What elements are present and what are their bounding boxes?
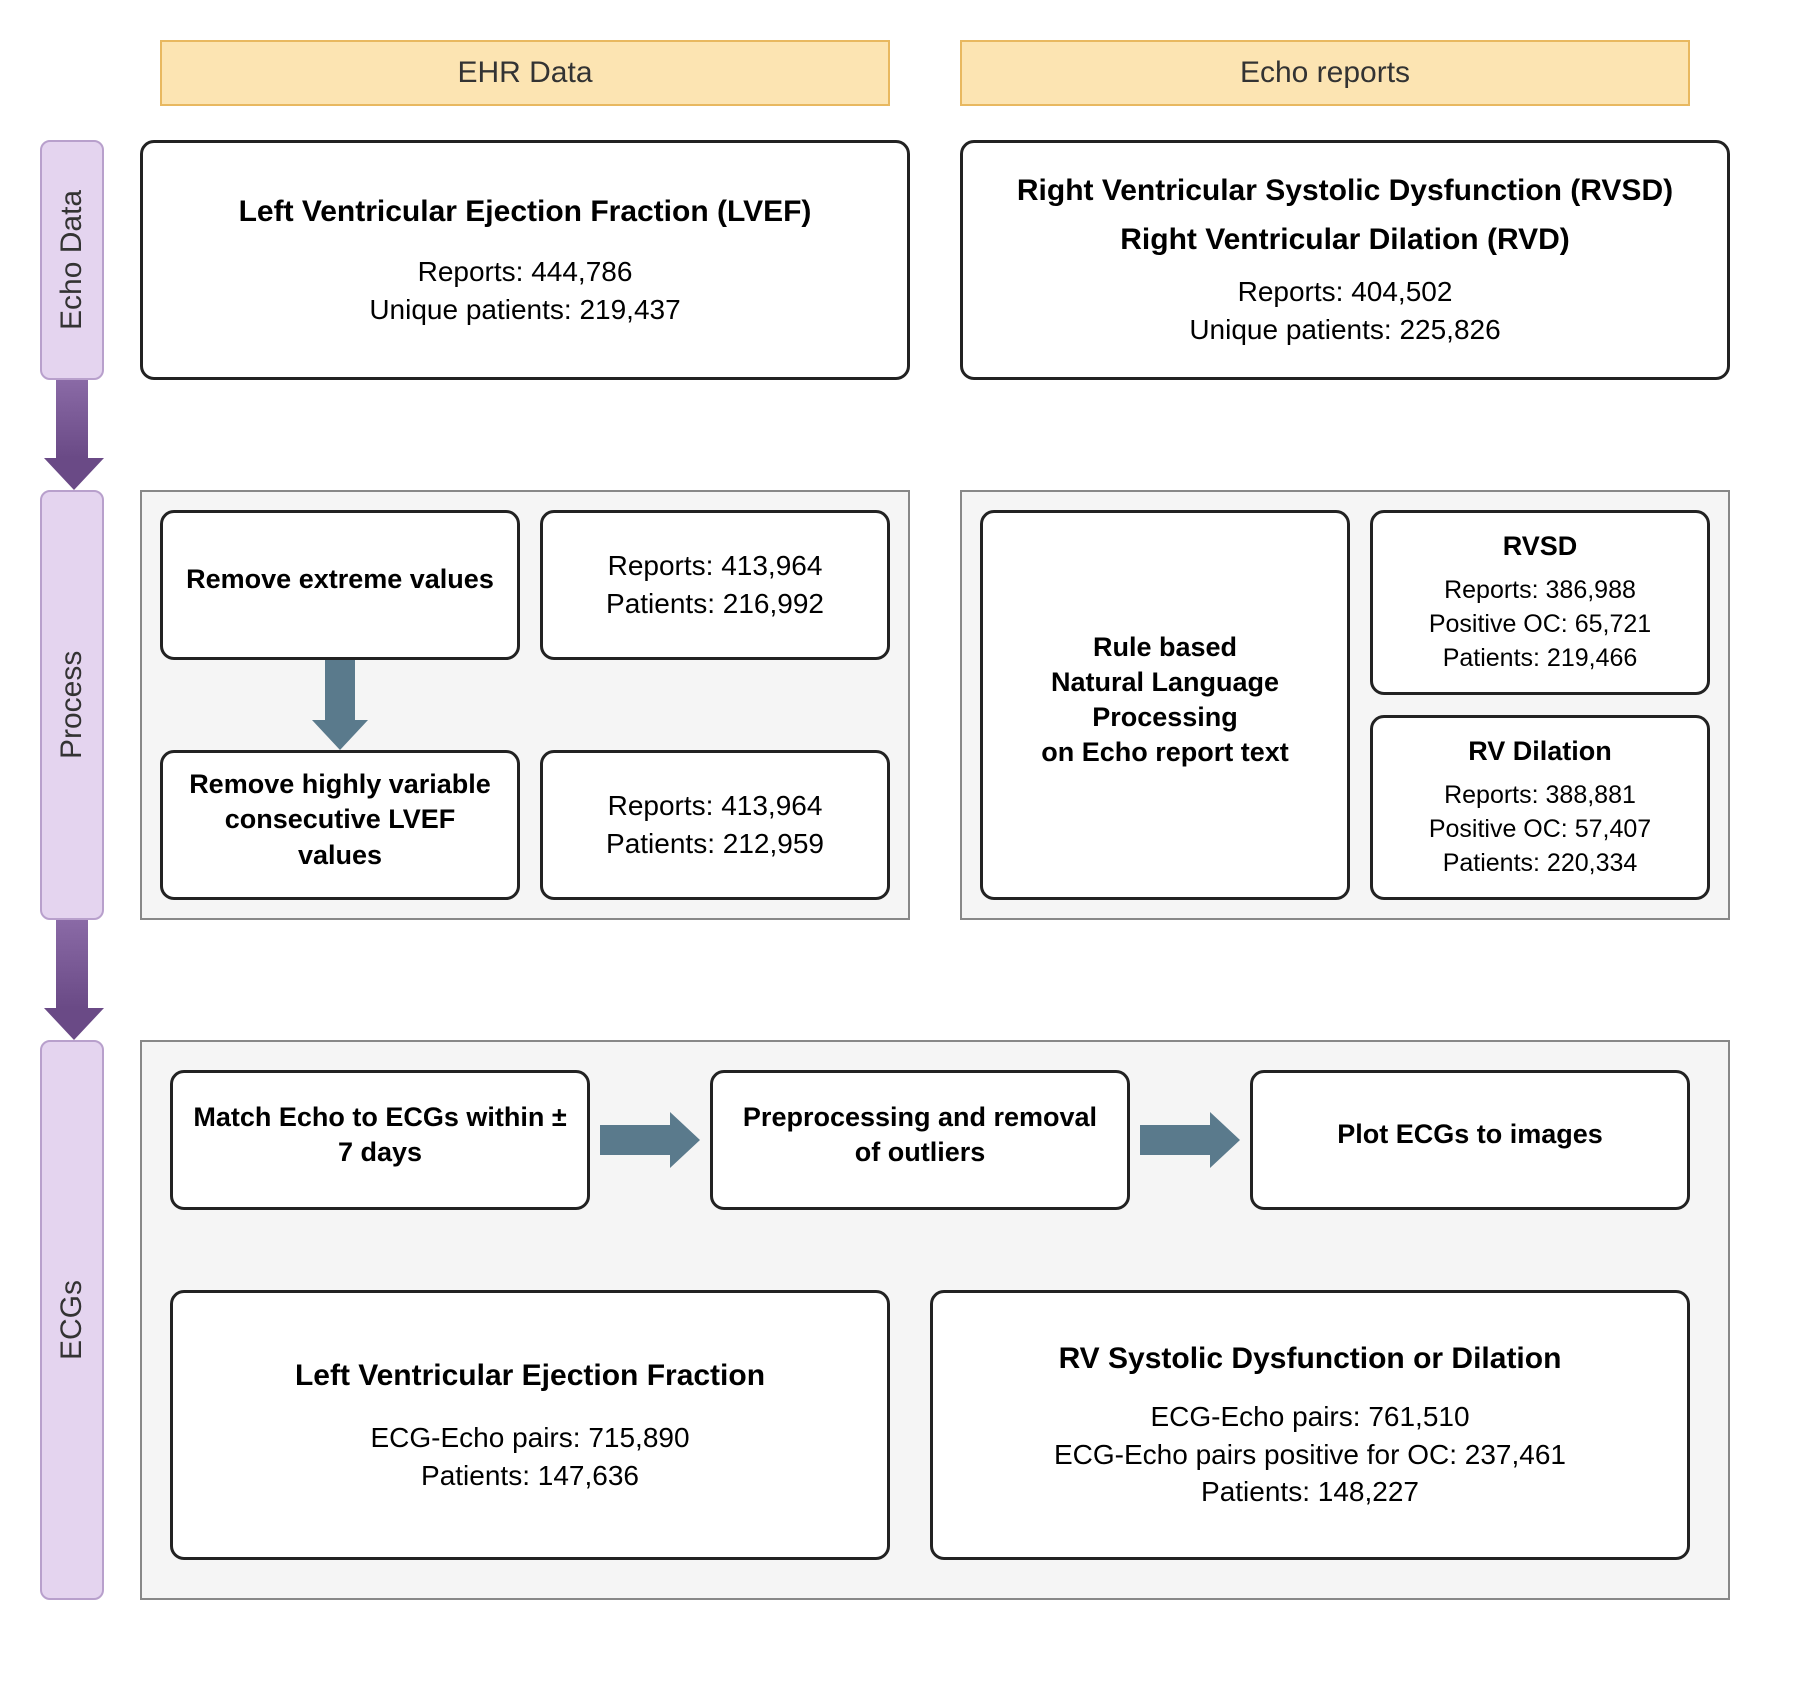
box-rvsd: RVSD Reports: 386,988 Positive OC: 65,72…: [1370, 510, 1710, 695]
box-ecg-step3-title: Plot ECGs to images: [1337, 1117, 1603, 1152]
box-remove-extreme-reports: Reports: 413,964: [608, 547, 823, 585]
col-header-echo-label: Echo reports: [1240, 56, 1410, 89]
box-rv-title2: Right Ventricular Dilation (RVD): [1120, 220, 1570, 259]
box-rvd: RV Dilation Reports: 388,881 Positive OC…: [1370, 715, 1710, 900]
box-ecg-lvef-title: Left Ventricular Ejection Fraction: [295, 1356, 765, 1395]
box-nlp: Rule based Natural Language Processing o…: [980, 510, 1350, 900]
box-remove-extreme-patients: Patients: 216,992: [606, 585, 824, 623]
box-ecg-step1: Match Echo to ECGs within ± 7 days: [170, 1070, 590, 1210]
col-header-ehr-label: EHR Data: [457, 56, 592, 89]
box-rvsd-reports: Reports: 386,988: [1444, 574, 1636, 608]
box-rvd-pos: Positive OC: 57,407: [1429, 813, 1651, 847]
arrow-ecg-2-3: [1140, 1112, 1240, 1168]
arrow-process-to-ecgs: [44, 920, 100, 1040]
box-remove-variable-title: Remove highly variable consecutive LVEF …: [181, 767, 499, 872]
row-label-process: Process: [40, 490, 104, 920]
box-ecg-step1-title: Match Echo to ECGs within ± 7 days: [191, 1100, 569, 1170]
box-rvd-patients: Patients: 220,334: [1443, 847, 1638, 881]
arrow-step1-to-step2: [312, 660, 368, 750]
arrow-ecg-1-2: [600, 1112, 700, 1168]
box-nlp-title: Rule based Natural Language Processing o…: [1001, 630, 1329, 770]
box-rv: Right Ventricular Systolic Dysfunction (…: [960, 140, 1730, 380]
box-rvsd-patients: Patients: 219,466: [1443, 642, 1638, 676]
arrow-echo-to-process: [44, 380, 100, 490]
row-label-echo-data: Echo Data: [40, 140, 104, 380]
box-lvef: Left Ventricular Ejection Fraction (LVEF…: [140, 140, 910, 380]
box-ecg-rv-pairs: ECG-Echo pairs: 761,510: [1150, 1398, 1469, 1436]
col-header-echo: Echo reports: [960, 40, 1690, 106]
box-remove-extreme-stats: Reports: 413,964 Patients: 216,992: [540, 510, 890, 660]
box-rvsd-title: RVSD: [1503, 529, 1578, 564]
box-ecg-lvef-patients: Patients: 147,636: [421, 1457, 639, 1495]
box-remove-extreme: Remove extreme values: [160, 510, 520, 660]
box-lvef-reports: Reports: 444,786: [418, 253, 633, 291]
box-remove-variable-patients: Patients: 212,959: [606, 825, 824, 863]
flowchart-diagram: EHR Data Echo reports Echo Data Process …: [40, 40, 1760, 1660]
box-remove-variable-reports: Reports: 413,964: [608, 787, 823, 825]
box-ecg-step3: Plot ECGs to images: [1250, 1070, 1690, 1210]
box-rvsd-pos: Positive OC: 65,721: [1429, 608, 1651, 642]
box-ecg-rv-title: RV Systolic Dysfunction or Dilation: [1059, 1339, 1562, 1378]
box-lvef-patients: Unique patients: 219,437: [369, 291, 680, 329]
box-ecg-rv-pos: ECG-Echo pairs positive for OC: 237,461: [1054, 1436, 1566, 1474]
box-ecg-step2-title: Preprocessing and removal of outliers: [731, 1100, 1109, 1170]
box-ecg-lvef-pairs: ECG-Echo pairs: 715,890: [370, 1419, 689, 1457]
box-ecg-rv-patients: Patients: 148,227: [1201, 1473, 1419, 1511]
box-ecg-lvef: Left Ventricular Ejection Fraction ECG-E…: [170, 1290, 890, 1560]
box-remove-variable: Remove highly variable consecutive LVEF …: [160, 750, 520, 900]
box-rvd-title: RV Dilation: [1468, 734, 1612, 769]
row-label-ecgs-text: ECGs: [55, 1280, 89, 1360]
box-ecg-rv: RV Systolic Dysfunction or Dilation ECG-…: [930, 1290, 1690, 1560]
box-rvd-reports: Reports: 388,881: [1444, 779, 1636, 813]
box-rv-reports: Reports: 404,502: [1238, 273, 1453, 311]
row-label-process-text: Process: [55, 651, 89, 759]
box-ecg-step2: Preprocessing and removal of outliers: [710, 1070, 1130, 1210]
box-rv-title1: Right Ventricular Systolic Dysfunction (…: [1017, 171, 1673, 210]
box-remove-extreme-title: Remove extreme values: [186, 562, 494, 597]
row-label-echo-data-text: Echo Data: [55, 190, 89, 330]
box-rv-patients: Unique patients: 225,826: [1189, 311, 1500, 349]
box-remove-variable-stats: Reports: 413,964 Patients: 212,959: [540, 750, 890, 900]
box-lvef-title: Left Ventricular Ejection Fraction (LVEF…: [239, 192, 812, 231]
col-header-ehr: EHR Data: [160, 40, 890, 106]
row-label-ecgs: ECGs: [40, 1040, 104, 1600]
